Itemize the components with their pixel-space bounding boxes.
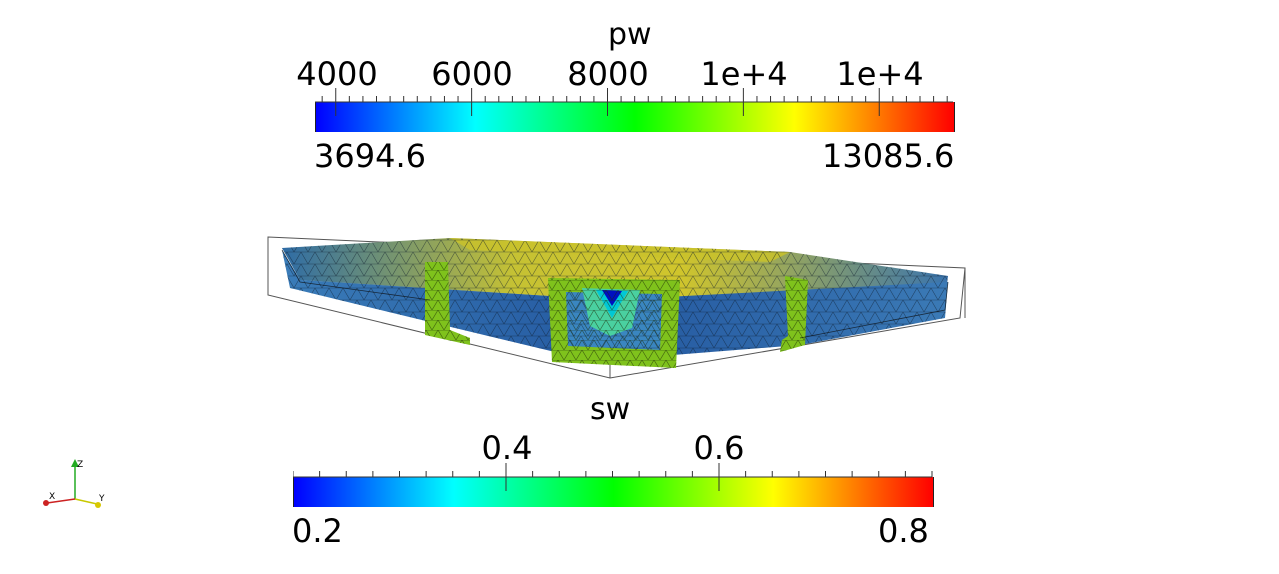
pw-range-max: 13085.6 — [822, 137, 955, 175]
pw-legend-title: pw — [608, 17, 652, 52]
pw-tick-marks — [315, 88, 953, 116]
x-axis-arrow-icon — [43, 500, 49, 506]
y-axis-label: Y — [98, 494, 105, 504]
pw-tick-label-4: 1e+4 — [700, 55, 788, 93]
mesh-slice-right — [780, 276, 808, 352]
z-axis-arrow-icon — [71, 459, 79, 467]
y-axis-line — [74, 498, 98, 505]
x-axis-label: X — [49, 492, 55, 502]
axes-triad: Z Y X — [43, 459, 105, 508]
pw-tick-label-5: 1e+4 — [836, 55, 924, 93]
sw-legend-title: sw — [590, 392, 631, 427]
sw-range-max: 0.8 — [878, 512, 929, 550]
mesh-slice-left — [425, 262, 470, 345]
z-axis-label: Z — [77, 460, 83, 470]
mesh-outline — [281, 249, 949, 339]
x-axis-line — [46, 498, 76, 504]
mesh-slice-center — [548, 278, 680, 368]
pw-range-min: 3694.6 — [314, 137, 426, 175]
pw-tick-label-3: 8000 — [567, 55, 649, 93]
sw-tick-marks — [293, 463, 933, 491]
pw-tick-label-1: 4000 — [296, 55, 378, 93]
y-axis-arrow-icon — [95, 502, 101, 508]
sw-tick-label-1: 0.4 — [481, 429, 533, 467]
sw-range-min: 0.2 — [292, 512, 343, 550]
sw-color-bar — [293, 477, 934, 507]
pw-color-bar — [315, 102, 955, 132]
pw-tick-label-2: 6000 — [431, 55, 513, 93]
sw-tick-label-2: 0.6 — [693, 429, 745, 467]
